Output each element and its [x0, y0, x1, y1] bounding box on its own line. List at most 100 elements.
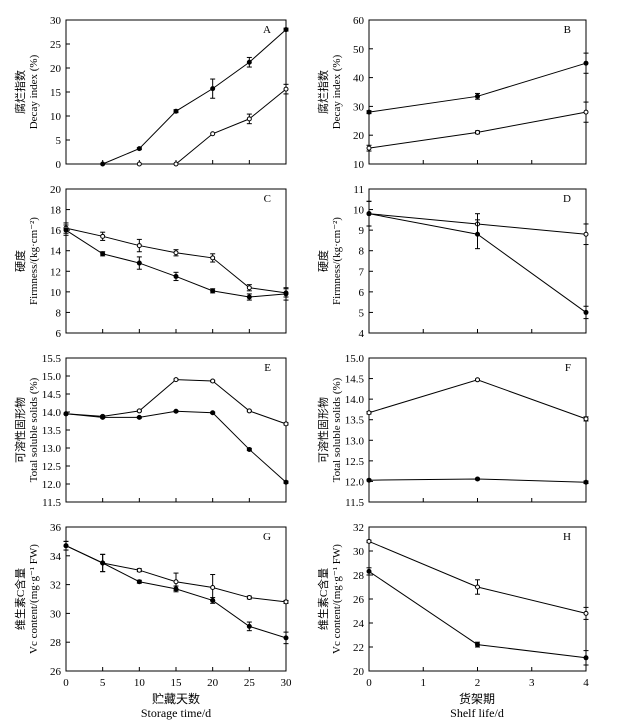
y-tick-label-c: 10: [50, 287, 62, 299]
data-point-open-f: [583, 416, 589, 422]
y-axis-title-cn-f: 可溶性固形物: [316, 397, 330, 463]
y-tick-label-e: 13.0: [42, 443, 62, 455]
data-point-filled-e: [173, 408, 179, 414]
y-tick-label-f: 13.5: [345, 415, 365, 427]
panel-letter-e: E: [264, 362, 271, 374]
y-axis-title-cn-d: 硬度: [316, 250, 330, 272]
y-tick-label-c: 16: [50, 225, 62, 237]
data-point-filled-b: [583, 60, 589, 66]
panel-letter-h: H: [563, 531, 571, 543]
data-point-open-h: [475, 584, 480, 590]
x-tick-label-h: 1: [421, 677, 427, 689]
data-point-open-h: [366, 538, 372, 544]
panel-c: 6 8 10 12 14 16 18 20 C 硬度 Firmness/(kg·cm⁻²): [13, 184, 289, 340]
panel-d: 4 5 6 7 8 9 10 11 D 硬度 Firmness/(kg·cm⁻²): [316, 184, 589, 340]
y-axis-title-en-d: Firmness/(kg·cm⁻²): [331, 217, 343, 305]
y-axis-title-en-b: Decay index (%): [331, 54, 343, 129]
data-point-filled-e: [246, 446, 252, 452]
series-line-open-c: [65, 227, 287, 294]
y-tick-label-f: 12.5: [345, 456, 365, 468]
y-tick-label-e: 12.0: [42, 479, 62, 491]
data-point-open-b: [583, 109, 589, 115]
data-point-filled-a: [283, 27, 289, 33]
y-tick-label-d: 11: [353, 184, 364, 196]
y-tick-label-h: 30: [353, 546, 365, 558]
data-point-filled-a: [100, 161, 106, 167]
series-line-filled-e: [65, 410, 287, 483]
x-axis-title-storage-en: Storage time/d: [140, 706, 212, 720]
panel-letter-d: D: [563, 193, 571, 205]
data-point-filled-f: [475, 476, 480, 482]
data-point-open-f: [475, 377, 480, 383]
data-point-filled-h: [366, 568, 372, 574]
data-point-filled-c: [283, 291, 289, 297]
data-point-open-c: [136, 243, 142, 249]
data-point-filled-h: [475, 642, 480, 648]
data-point-open-f: [366, 410, 372, 416]
y-axis-title-cn-a: 腐烂指数: [13, 70, 27, 114]
y-axis-title-cn-h: 维生素C含量: [316, 568, 330, 630]
y-tick-label-g: 26: [50, 666, 62, 678]
data-point-filled-g: [63, 543, 69, 549]
data-point-open-b: [475, 129, 480, 135]
y-tick-label-c: 18: [50, 205, 62, 217]
y-axis-title-en-f: Total soluble solids (%): [331, 377, 343, 482]
panel-f: 11.5 12.0 12.5 13.0 13.5 14.0 14.5 15.0 F 可溶性固形物 T…: [316, 353, 589, 509]
y-tick-label-a: 10: [50, 111, 62, 123]
x-axis-title-storage-cn: 贮藏天数: [151, 692, 200, 706]
y-tick-label-c: 8: [56, 307, 62, 319]
panel-b: 10 20 30 40 50 60 B 腐烂指数 Decay index (%): [316, 15, 589, 171]
x-tick-label-h: 2: [475, 677, 481, 689]
y-tick-label-b: 60: [353, 15, 365, 27]
plot-frame-h: [368, 526, 587, 672]
y-tick-label-h: 22: [353, 642, 364, 654]
x-tick-label-g: 0: [63, 677, 69, 689]
data-point-filled-a: [136, 146, 142, 152]
y-tick-label-d: 9: [359, 225, 365, 237]
data-point-filled-e: [63, 411, 69, 417]
data-point-open-g: [283, 599, 289, 605]
data-point-open-e: [136, 408, 142, 414]
series-line-open-f: [368, 379, 587, 420]
y-tick-label-d: 7: [359, 266, 365, 278]
data-point-filled-d: [583, 309, 589, 315]
y-tick-label-a: 30: [50, 15, 62, 27]
y-axis-title-cn-b: 腐烂指数: [316, 70, 330, 114]
x-tick-label-g: 25: [244, 677, 256, 689]
y-tick-label-d: 6: [359, 287, 365, 299]
x-tick-label-h: 4: [583, 677, 589, 689]
y-tick-label-e: 15.5: [42, 353, 62, 365]
x-axis-title-shelf-en: Shelf life/d: [450, 706, 504, 720]
data-point-open-b: [366, 145, 372, 151]
panel-letter-g: G: [263, 531, 271, 543]
y-tick-label-d: 4: [359, 328, 365, 340]
data-point-open-d: [583, 231, 589, 237]
y-tick-label-b: 20: [353, 130, 365, 142]
y-tick-label-a: 5: [56, 135, 62, 147]
y-axis-title-en-a: Decay index (%): [28, 54, 40, 129]
data-point-open-a: [210, 131, 216, 137]
y-tick-label-b: 10: [353, 159, 365, 171]
data-point-open-g: [246, 595, 252, 601]
y-tick-label-d: 10: [353, 205, 365, 217]
panel-letter-a: A: [263, 24, 271, 36]
data-point-filled-f: [366, 477, 372, 483]
y-tick-label-h: 24: [353, 618, 365, 630]
data-point-filled-c: [173, 273, 179, 279]
data-point-filled-d: [366, 211, 372, 217]
y-tick-label-d: 8: [359, 246, 365, 258]
x-tick-label-g: 30: [281, 677, 293, 689]
data-point-filled-e: [210, 410, 216, 416]
data-point-open-g: [210, 584, 216, 590]
panel-letter-f: F: [565, 362, 571, 374]
y-tick-label-a: 20: [50, 63, 62, 75]
y-tick-label-h: 32: [353, 522, 364, 534]
y-tick-label-d: 5: [359, 307, 365, 319]
data-point-filled-f: [583, 479, 589, 485]
y-tick-label-e: 12.5: [42, 461, 62, 473]
y-tick-label-g: 34: [50, 551, 62, 563]
data-point-filled-a: [246, 59, 252, 65]
y-axis-title-en-c: Firmness/(kg·cm⁻²): [28, 217, 40, 305]
y-tick-label-f: 12.0: [345, 476, 365, 488]
plot-frame-d: [368, 188, 587, 334]
